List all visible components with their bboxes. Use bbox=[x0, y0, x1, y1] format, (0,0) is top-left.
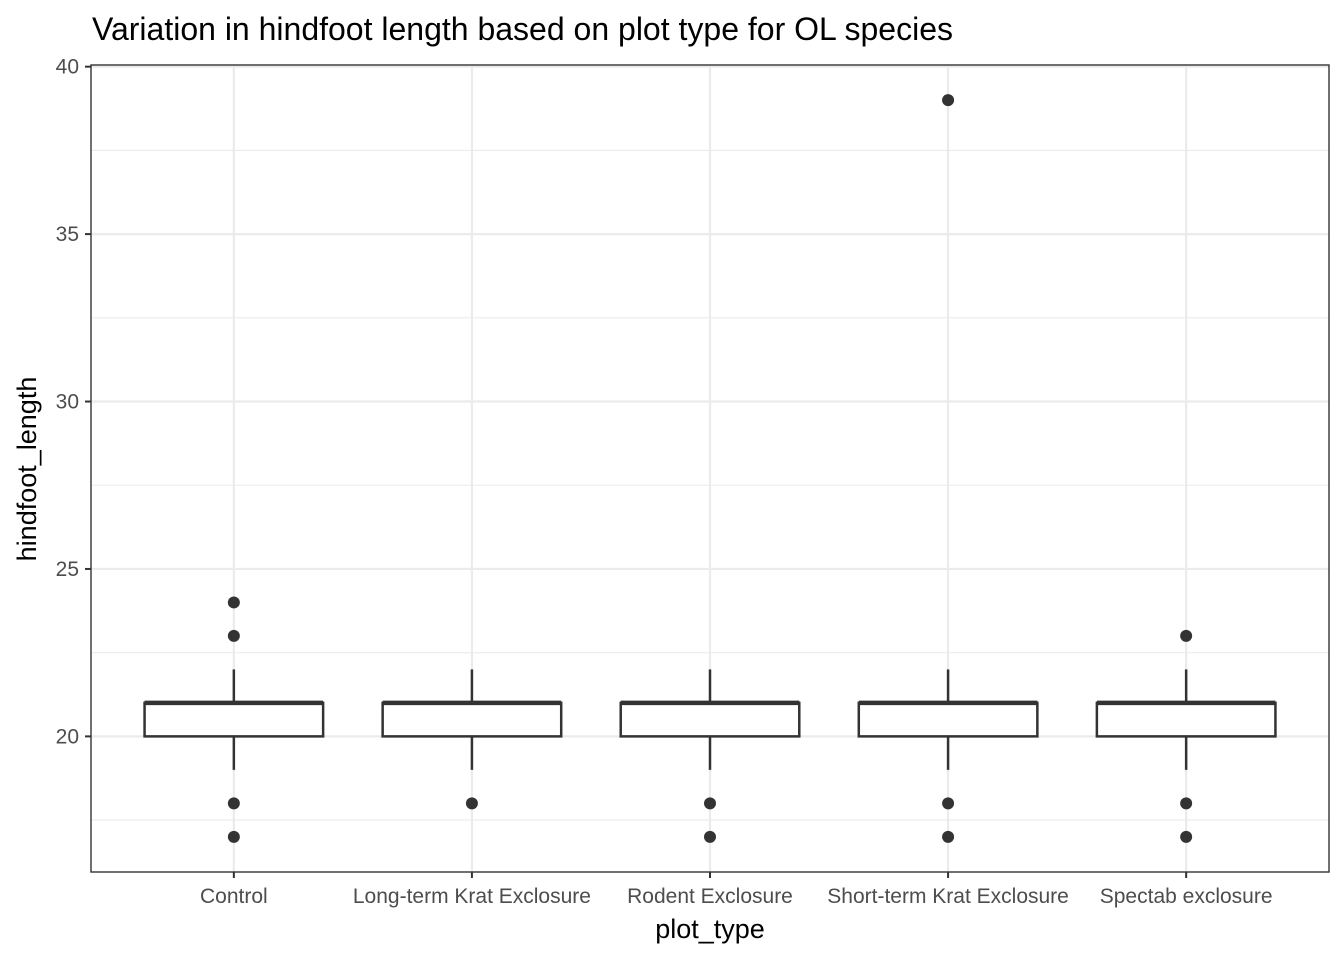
box-series bbox=[143, 94, 1277, 843]
box-iqr bbox=[143, 701, 325, 738]
outlier-point bbox=[227, 629, 240, 642]
box-spectab-exclosure bbox=[1095, 629, 1277, 843]
y-tick-label: 35 bbox=[56, 223, 79, 246]
box-rodent-exclosure bbox=[619, 669, 801, 843]
x-tick-label: Rodent Exclosure bbox=[627, 885, 793, 908]
outlier-point bbox=[942, 797, 955, 810]
x-tick-label: Spectab exclosure bbox=[1100, 885, 1273, 908]
box-iqr bbox=[381, 701, 563, 738]
box-control bbox=[143, 596, 325, 843]
box-short-term-krat-exclosure bbox=[857, 94, 1039, 843]
y-tick-label: 40 bbox=[56, 56, 79, 79]
outlier-point bbox=[942, 94, 955, 107]
outlier-point bbox=[227, 830, 240, 843]
outlier-point bbox=[227, 797, 240, 810]
outlier-point bbox=[704, 797, 716, 810]
x-tick-label: Long-term Krat Exclosure bbox=[353, 885, 591, 908]
box-long-term-krat-exclosure bbox=[381, 669, 563, 810]
y-tick-label: 30 bbox=[56, 391, 79, 414]
outlier-point bbox=[1180, 797, 1193, 810]
outlier-point bbox=[465, 797, 478, 810]
y-tick-label: 25 bbox=[56, 558, 79, 581]
x-tick-label: Control bbox=[200, 885, 268, 908]
box-iqr bbox=[1095, 701, 1277, 738]
outlier-point bbox=[942, 830, 955, 843]
outlier-point bbox=[227, 596, 240, 609]
box-iqr bbox=[857, 701, 1039, 738]
chart-title: Variation in hindfoot length based on pl… bbox=[92, 11, 953, 47]
outlier-point bbox=[704, 830, 716, 843]
y-axis: 20 25 30 35 40 bbox=[56, 56, 91, 748]
box-iqr bbox=[619, 701, 801, 738]
outlier-point bbox=[1180, 629, 1193, 642]
x-axis-title: plot_type bbox=[655, 914, 765, 944]
y-tick-label: 20 bbox=[56, 725, 79, 748]
x-axis: Control Long-term Krat Exclosure Rodent Ex… bbox=[200, 872, 1273, 908]
outlier-point bbox=[1180, 830, 1193, 843]
x-tick-label: Short-term Krat Exclosure bbox=[827, 885, 1069, 908]
y-axis-title: hindfoot_length bbox=[12, 377, 42, 562]
